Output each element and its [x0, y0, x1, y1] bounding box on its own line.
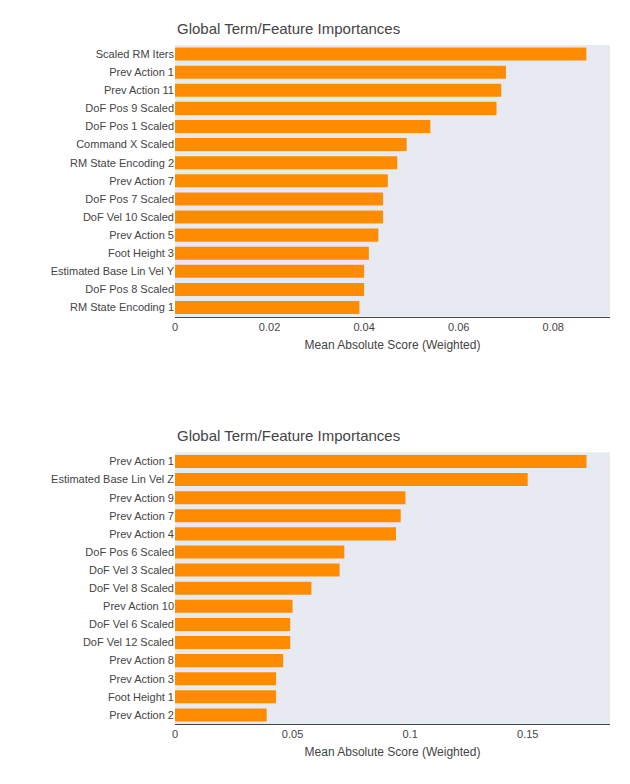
svg-text:Prev Action 2: Prev Action 2	[109, 709, 174, 721]
svg-text:DoF Vel 6 Scaled: DoF Vel 6 Scaled	[89, 618, 174, 630]
svg-text:DoF Pos 8 Scaled: DoF Pos 8 Scaled	[85, 283, 174, 295]
svg-text:DoF Pos 6 Scaled: DoF Pos 6 Scaled	[85, 546, 174, 558]
svg-text:Prev Action 1: Prev Action 1	[109, 455, 174, 467]
svg-text:Prev Action 4: Prev Action 4	[109, 528, 174, 540]
svg-text:DoF Pos 7 Scaled: DoF Pos 7 Scaled	[85, 193, 174, 205]
svg-text:Foot Height 1: Foot Height 1	[108, 691, 174, 703]
svg-text:Prev Action 5: Prev Action 5	[109, 229, 174, 241]
svg-text:Estimated Base Lin Vel Z: Estimated Base Lin Vel Z	[51, 473, 174, 485]
svg-text:0.1: 0.1	[402, 728, 417, 740]
svg-text:Prev Action 9: Prev Action 9	[109, 492, 174, 504]
svg-text:Estimated Base Lin Vel Y: Estimated Base Lin Vel Y	[51, 265, 175, 277]
svg-text:Prev Action 7: Prev Action 7	[109, 175, 174, 187]
svg-text:DoF Pos 9 Scaled: DoF Pos 9 Scaled	[85, 102, 174, 114]
svg-text:0.15: 0.15	[517, 728, 538, 740]
svg-text:0: 0	[172, 728, 178, 740]
svg-text:DoF Vel 10 Scaled: DoF Vel 10 Scaled	[83, 211, 174, 223]
svg-text:DoF Vel 8 Scaled: DoF Vel 8 Scaled	[89, 582, 174, 594]
svg-text:0.05: 0.05	[282, 728, 303, 740]
svg-text:Global Term/Feature Importance: Global Term/Feature Importances	[177, 20, 400, 37]
svg-text:Mean Absolute Score (Weighted): Mean Absolute Score (Weighted)	[305, 745, 481, 759]
svg-text:Foot Height 3: Foot Height 3	[108, 247, 174, 259]
svg-text:0.08: 0.08	[543, 321, 564, 333]
svg-text:DoF Pos 1 Scaled: DoF Pos 1 Scaled	[85, 120, 174, 132]
svg-text:Prev Action 8: Prev Action 8	[109, 654, 174, 666]
svg-text:0: 0	[172, 321, 178, 333]
svg-text:DoF Vel 3 Scaled: DoF Vel 3 Scaled	[89, 564, 174, 576]
svg-text:Prev Action 7: Prev Action 7	[109, 510, 174, 522]
svg-text:0.04: 0.04	[353, 321, 374, 333]
svg-text:0.06: 0.06	[448, 321, 469, 333]
svg-text:RM State Encoding 2: RM State Encoding 2	[70, 157, 174, 169]
svg-text:0.02: 0.02	[259, 321, 280, 333]
svg-text:DoF Vel 12 Scaled: DoF Vel 12 Scaled	[83, 636, 174, 648]
svg-text:RM State Encoding 1: RM State Encoding 1	[70, 301, 174, 313]
svg-text:Mean Absolute Score (Weighted): Mean Absolute Score (Weighted)	[305, 338, 481, 352]
svg-text:Prev Action 10: Prev Action 10	[103, 600, 174, 612]
svg-text:Prev Action 11: Prev Action 11	[104, 84, 174, 96]
svg-text:Global Term/Feature Importance: Global Term/Feature Importances	[177, 427, 400, 444]
svg-text:Scaled RM Iters: Scaled RM Iters	[96, 48, 175, 60]
svg-text:Prev Action 1: Prev Action 1	[109, 66, 174, 78]
svg-text:Prev Action 3: Prev Action 3	[109, 673, 174, 685]
svg-text:Command X Scaled: Command X Scaled	[76, 138, 174, 150]
